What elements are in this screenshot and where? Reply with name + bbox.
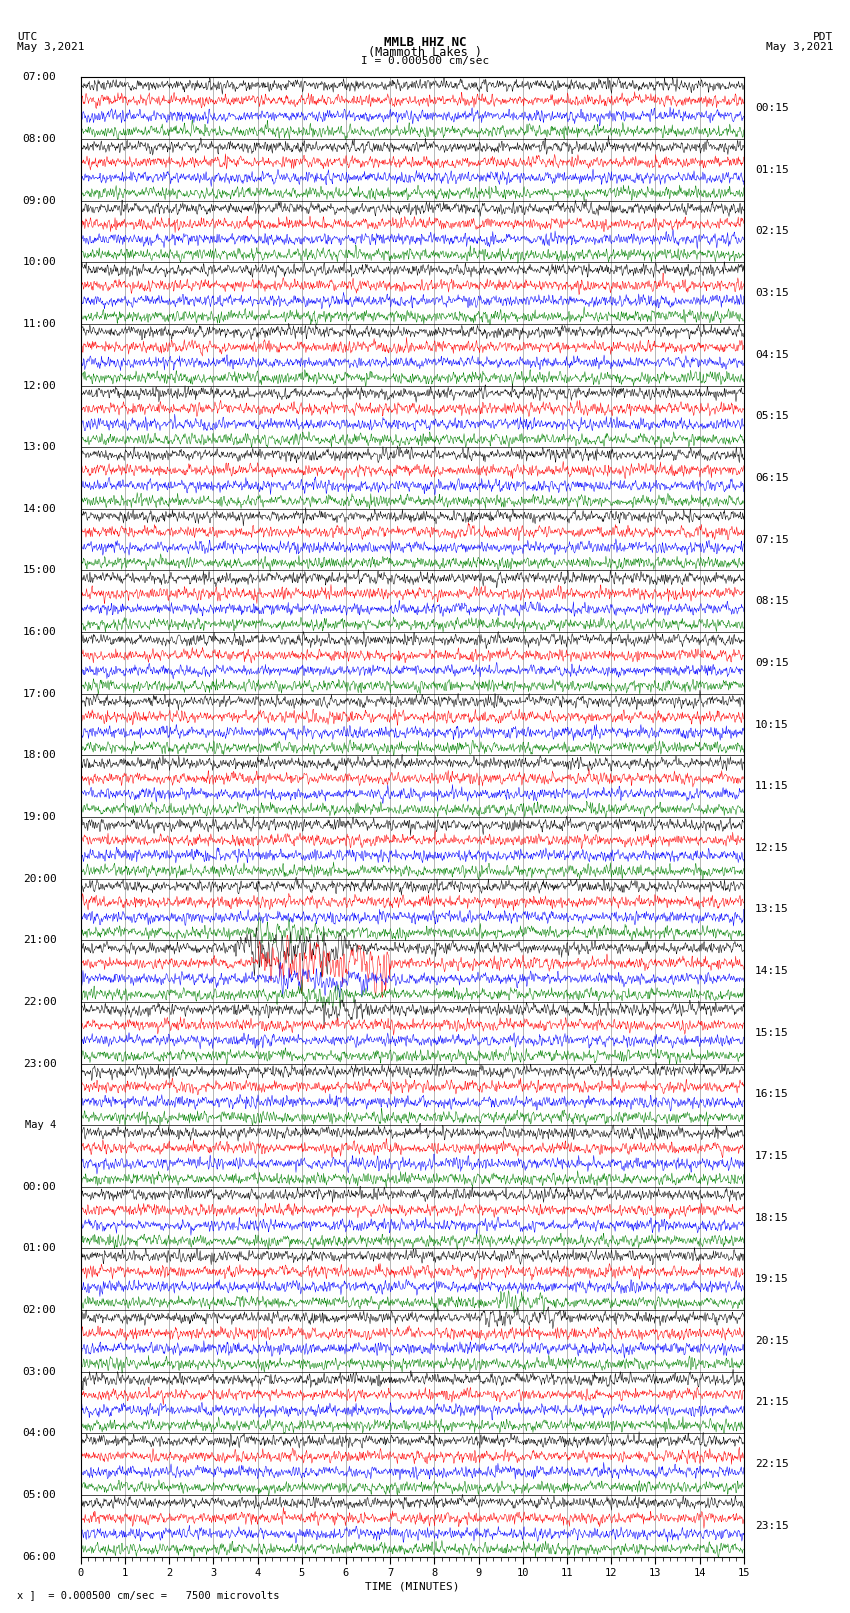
Text: MMLB HHZ NC: MMLB HHZ NC <box>383 37 467 50</box>
Text: May 3,2021: May 3,2021 <box>17 42 84 52</box>
Text: 08:15: 08:15 <box>755 597 789 606</box>
Text: 01:00: 01:00 <box>23 1244 56 1253</box>
Text: 18:00: 18:00 <box>23 750 56 760</box>
Text: (Mammoth Lakes ): (Mammoth Lakes ) <box>368 45 482 60</box>
Text: 14:15: 14:15 <box>755 966 789 976</box>
Text: 16:00: 16:00 <box>23 627 56 637</box>
Text: 07:00: 07:00 <box>23 73 56 82</box>
Text: May 3,2021: May 3,2021 <box>766 42 833 52</box>
Text: 10:15: 10:15 <box>755 719 789 729</box>
Text: UTC: UTC <box>17 32 37 42</box>
Text: 05:00: 05:00 <box>23 1490 56 1500</box>
Text: 15:15: 15:15 <box>755 1027 789 1037</box>
Text: PDT: PDT <box>813 32 833 42</box>
Text: 18:15: 18:15 <box>755 1213 789 1223</box>
Text: 12:00: 12:00 <box>23 381 56 390</box>
Text: 00:15: 00:15 <box>755 103 789 113</box>
Text: 17:00: 17:00 <box>23 689 56 698</box>
Text: 09:15: 09:15 <box>755 658 789 668</box>
Text: 13:00: 13:00 <box>23 442 56 452</box>
Text: 15:00: 15:00 <box>23 566 56 576</box>
Text: 21:15: 21:15 <box>755 1397 789 1408</box>
Text: 20:15: 20:15 <box>755 1336 789 1345</box>
Text: 14:00: 14:00 <box>23 503 56 515</box>
Text: 19:00: 19:00 <box>23 811 56 823</box>
Text: 03:00: 03:00 <box>23 1366 56 1376</box>
Text: 05:15: 05:15 <box>755 411 789 421</box>
Text: May 4: May 4 <box>26 1119 56 1131</box>
Text: 00:00: 00:00 <box>23 1182 56 1192</box>
Text: 17:15: 17:15 <box>755 1152 789 1161</box>
Text: 01:15: 01:15 <box>755 165 789 174</box>
Text: 10:00: 10:00 <box>23 258 56 268</box>
Text: 09:00: 09:00 <box>23 195 56 206</box>
Text: 13:15: 13:15 <box>755 905 789 915</box>
Text: 04:00: 04:00 <box>23 1428 56 1439</box>
Text: 19:15: 19:15 <box>755 1274 789 1284</box>
Text: I = 0.000500 cm/sec: I = 0.000500 cm/sec <box>361 56 489 66</box>
Text: 20:00: 20:00 <box>23 874 56 884</box>
X-axis label: TIME (MINUTES): TIME (MINUTES) <box>365 1581 460 1590</box>
Text: x ]  = 0.000500 cm/sec =   7500 microvolts: x ] = 0.000500 cm/sec = 7500 microvolts <box>17 1590 280 1600</box>
Text: 21:00: 21:00 <box>23 936 56 945</box>
Text: 04:15: 04:15 <box>755 350 789 360</box>
Text: 02:15: 02:15 <box>755 226 789 237</box>
Text: 02:00: 02:00 <box>23 1305 56 1315</box>
Text: 23:15: 23:15 <box>755 1521 789 1531</box>
Text: 08:00: 08:00 <box>23 134 56 144</box>
Text: 07:15: 07:15 <box>755 534 789 545</box>
Text: 03:15: 03:15 <box>755 289 789 298</box>
Text: 23:00: 23:00 <box>23 1058 56 1068</box>
Text: 11:00: 11:00 <box>23 319 56 329</box>
Text: 22:15: 22:15 <box>755 1460 789 1469</box>
Text: 16:15: 16:15 <box>755 1089 789 1100</box>
Text: 06:00: 06:00 <box>23 1552 56 1561</box>
Text: 11:15: 11:15 <box>755 781 789 790</box>
Text: 06:15: 06:15 <box>755 473 789 482</box>
Text: 12:15: 12:15 <box>755 844 789 853</box>
Text: 22:00: 22:00 <box>23 997 56 1007</box>
